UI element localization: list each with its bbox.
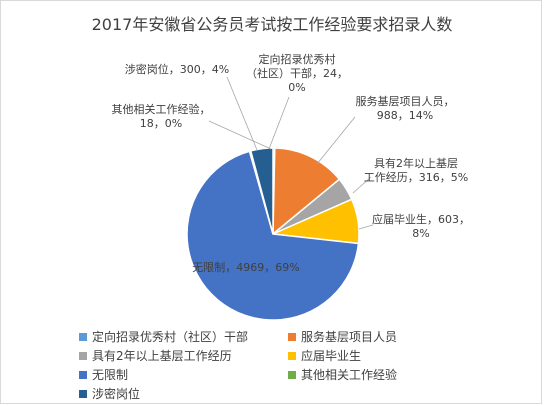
pie-chart: 定向招录优秀村（社区）干部，24， 0% 服务基层项目人员， 988，14% 具有2年以… [112, 52, 470, 321]
chart-title: 2017年安徽省公务员考试按工作经验要求招录人数 [91, 15, 453, 34]
legend-swatch [79, 352, 87, 360]
legend-swatch [79, 371, 87, 379]
legend-item: 具有2年以上基层工作经历 [79, 347, 232, 364]
data-label: 其他相关工作经验， 18，0% [112, 102, 211, 130]
pie-slice [272, 147, 341, 236]
leader-line [268, 96, 290, 150]
legend-label: 其他相关工作经验 [301, 368, 398, 382]
legend-swatch [288, 333, 296, 341]
legend-swatch [288, 371, 296, 379]
legend-label: 涉密岗位 [92, 387, 141, 401]
pie-slice [249, 147, 274, 235]
legend-item: 涉密岗位 [79, 385, 140, 402]
legend-item: 定向招录优秀村（社区）干部 [79, 328, 248, 345]
leader-line [208, 120, 272, 150]
legend-item: 服务基层项目人员 [288, 328, 397, 345]
legend-item: 其他相关工作经验 [288, 366, 397, 383]
legend-label: 具有2年以上基层工作经历 [92, 349, 232, 363]
data-label: 无限制，4969，69% [192, 261, 299, 274]
leader-line [226, 76, 258, 151]
leader-line [316, 116, 356, 165]
pie-slice [186, 150, 360, 321]
legend-label: 无限制 [92, 368, 129, 382]
legend-label: 定向招录优秀村（社区）干部 [92, 330, 249, 344]
data-label: 定向招录优秀村（社区）干部，24， 0% [246, 52, 348, 94]
data-label: 涉密岗位，300，4% [125, 62, 229, 76]
legend-item: 应届毕业生 [288, 347, 361, 364]
legend-swatch [79, 390, 87, 398]
legend-item: 无限制 [79, 366, 128, 383]
leader-line [358, 224, 374, 230]
legend-label: 服务基层项目人员 [301, 330, 398, 344]
legend-swatch [288, 352, 296, 360]
legend-swatch [79, 333, 87, 341]
legend-label: 应届毕业生 [301, 349, 362, 363]
data-label: 应届毕业生，603， 8% [372, 212, 470, 240]
leader-line [352, 176, 372, 194]
data-label: 具有2年以上基层工作经历，316，5% [364, 156, 468, 184]
data-label: 服务基层项目人员， 988，14% [356, 95, 455, 122]
